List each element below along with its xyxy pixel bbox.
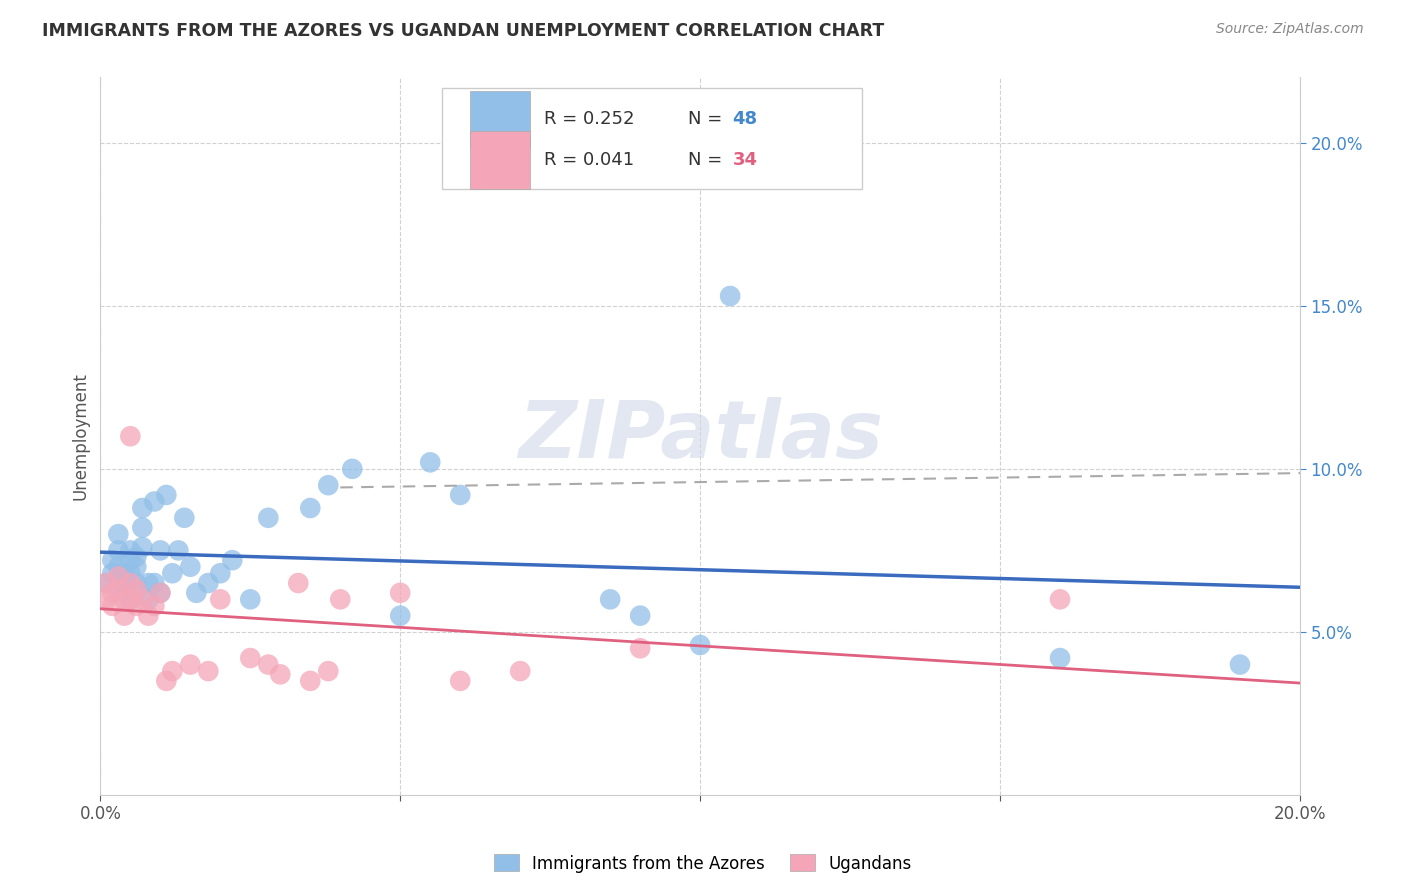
Point: [138, 592, 160, 607]
Point: [162, 566, 184, 581]
Point: [138, 608, 160, 623]
Point: [138, 576, 160, 591]
Point: [101, 566, 124, 581]
Text: N =: N =: [688, 111, 728, 128]
Text: R = 0.252: R = 0.252: [544, 111, 634, 128]
Point: [112, 592, 135, 607]
Text: N =: N =: [688, 151, 728, 169]
Point: [125, 559, 148, 574]
Point: [316, 664, 339, 678]
Point: [149, 543, 172, 558]
Point: [96, 576, 118, 591]
Point: [143, 599, 166, 613]
Point: [120, 553, 142, 567]
Point: [107, 582, 129, 597]
Point: [125, 549, 148, 564]
Text: 48: 48: [733, 111, 758, 128]
Point: [120, 566, 142, 581]
Y-axis label: Unemployment: Unemployment: [72, 372, 89, 500]
Point: [125, 582, 148, 597]
Point: [96, 576, 118, 591]
FancyBboxPatch shape: [470, 131, 530, 189]
Point: [131, 520, 153, 534]
Point: [179, 657, 201, 672]
Point: [718, 289, 741, 303]
Legend: Immigrants from the Azores, Ugandans: Immigrants from the Azores, Ugandans: [488, 847, 918, 880]
Point: [1049, 651, 1071, 665]
Point: [628, 608, 651, 623]
Point: [628, 641, 651, 656]
Point: [179, 559, 201, 574]
Point: [173, 510, 195, 524]
Point: [112, 608, 135, 623]
Point: [101, 586, 124, 600]
Point: [689, 638, 711, 652]
Point: [389, 586, 412, 600]
Point: [449, 673, 471, 688]
Point: [125, 599, 148, 613]
Point: [221, 553, 243, 567]
Point: [155, 488, 177, 502]
Point: [131, 592, 153, 607]
Point: [120, 429, 142, 443]
Point: [131, 540, 153, 554]
Point: [120, 592, 142, 607]
Point: [197, 664, 219, 678]
Text: R = 0.041: R = 0.041: [544, 151, 634, 169]
Point: [107, 543, 129, 558]
Point: [1049, 592, 1071, 607]
Point: [120, 543, 142, 558]
Point: [419, 455, 441, 469]
Point: [329, 592, 352, 607]
Text: Source: ZipAtlas.com: Source: ZipAtlas.com: [1216, 22, 1364, 37]
Point: [162, 664, 184, 678]
Point: [120, 576, 142, 591]
Point: [269, 667, 291, 681]
Point: [257, 510, 280, 524]
Point: [239, 592, 262, 607]
FancyBboxPatch shape: [470, 91, 530, 148]
Point: [143, 494, 166, 508]
Point: [112, 566, 135, 581]
Text: IMMIGRANTS FROM THE AZORES VS UGANDAN UNEMPLOYMENT CORRELATION CHART: IMMIGRANTS FROM THE AZORES VS UGANDAN UN…: [42, 22, 884, 40]
Point: [299, 501, 322, 516]
Point: [257, 657, 280, 672]
Point: [107, 569, 129, 583]
Point: [107, 559, 129, 574]
Point: [149, 586, 172, 600]
Point: [101, 553, 124, 567]
Point: [239, 651, 262, 665]
FancyBboxPatch shape: [443, 88, 862, 189]
Point: [101, 599, 124, 613]
Point: [209, 566, 232, 581]
Point: [316, 478, 339, 492]
Point: [96, 592, 118, 607]
Point: [186, 586, 208, 600]
Point: [342, 462, 364, 476]
Point: [131, 501, 153, 516]
Point: [299, 673, 322, 688]
Point: [155, 673, 177, 688]
Text: 34: 34: [733, 151, 758, 169]
Point: [509, 664, 531, 678]
Point: [143, 576, 166, 591]
Text: ZIPatlas: ZIPatlas: [517, 397, 883, 475]
Point: [449, 488, 471, 502]
Point: [197, 576, 219, 591]
Point: [149, 586, 172, 600]
Point: [389, 608, 412, 623]
Point: [112, 582, 135, 597]
Point: [107, 527, 129, 541]
Point: [120, 592, 142, 607]
Point: [287, 576, 309, 591]
Point: [1229, 657, 1251, 672]
Point: [125, 576, 148, 591]
Point: [599, 592, 621, 607]
Point: [209, 592, 232, 607]
Point: [112, 576, 135, 591]
Point: [167, 543, 190, 558]
